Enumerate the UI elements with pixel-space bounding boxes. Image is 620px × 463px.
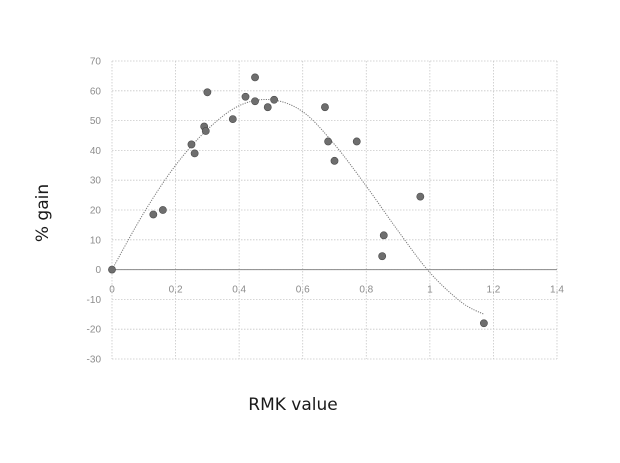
trend-curve-group xyxy=(111,99,485,315)
x-tick-label: 1 xyxy=(427,285,433,296)
data-point xyxy=(270,95,279,104)
data-point xyxy=(228,115,237,124)
y-tick-label: 60 xyxy=(90,86,102,97)
data-point xyxy=(251,97,259,106)
y-tick-label: 10 xyxy=(90,235,102,246)
data-point xyxy=(479,319,488,328)
trend-curve xyxy=(111,99,485,315)
data-point xyxy=(241,92,250,101)
data-point xyxy=(108,265,116,274)
data-point xyxy=(190,149,199,158)
data-point xyxy=(378,252,387,261)
x-tick-label: 0,4 xyxy=(232,285,246,296)
data-point xyxy=(203,88,212,97)
x-axis-title: RMK value xyxy=(248,395,337,415)
x-tick-label: 1,4 xyxy=(550,285,564,296)
x-tick-label: 0 xyxy=(109,285,115,296)
y-tick-label: 20 xyxy=(90,206,102,217)
y-tick-label: 0 xyxy=(95,265,101,276)
data-points xyxy=(108,73,488,328)
y-tick-label: 40 xyxy=(90,146,102,157)
data-point xyxy=(324,137,333,146)
data-point xyxy=(251,73,259,82)
x-tick-label: 0,6 xyxy=(296,285,310,296)
data-point xyxy=(149,210,158,219)
y-gridlines xyxy=(112,60,557,360)
x-tick-label: 1,2 xyxy=(486,285,500,296)
x-tick-labels: 0 0,2 0,4 0,6 0,8 1 1,2 1,4 xyxy=(109,285,564,296)
x-tick-label: 0,8 xyxy=(359,285,373,296)
data-point xyxy=(187,140,196,149)
data-point xyxy=(321,103,329,112)
data-point xyxy=(201,127,210,135)
data-point xyxy=(379,231,388,240)
y-tick-label: -10 xyxy=(87,295,102,306)
data-point xyxy=(158,206,167,214)
data-point xyxy=(416,192,425,201)
data-point xyxy=(352,137,361,146)
data-point xyxy=(263,103,272,112)
y-tick-label: -20 xyxy=(87,325,102,336)
x-tick-label: 0,2 xyxy=(169,285,183,296)
y-tick-label: 50 xyxy=(90,116,102,127)
data-point xyxy=(330,156,339,165)
y-tick-label: 30 xyxy=(90,176,102,187)
y-tick-label: 70 xyxy=(90,57,102,68)
y-tick-label: -30 xyxy=(87,355,102,366)
y-axis-title: % gain xyxy=(33,184,53,242)
y-tick-labels: -30 -20 -10 0 10 20 30 40 50 60 70 xyxy=(87,57,102,366)
